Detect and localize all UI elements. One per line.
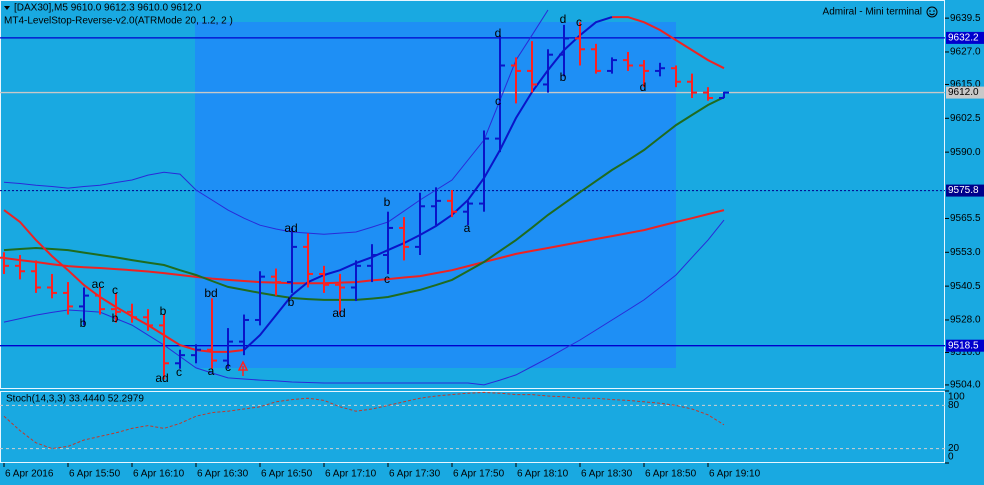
price-tag (946, 184, 984, 197)
indicator-name: MT4-LevelStop-Reverse-v2.0(ATRMode 20, 1… (4, 16, 233, 27)
pattern-label: c (176, 365, 182, 379)
stoch-line (3, 391, 725, 450)
indicator-line (3, 96, 725, 301)
indicator-line (3, 219, 725, 386)
chart-title: [DAX30],M5 9610.0 9612.3 9610.0 9612.0 (14, 3, 202, 14)
x-tick-label: 6 Apr 17:50 (453, 469, 505, 480)
indicator-line (3, 9, 549, 235)
x-tick-label: 6 Apr 16:50 (261, 469, 313, 480)
pattern-label: bd (204, 286, 217, 300)
pattern-label: ad (155, 371, 168, 385)
x-tick-label: 6 Apr 16:30 (197, 469, 249, 480)
pattern-label: c (225, 360, 231, 374)
indicator-line (243, 16, 613, 351)
pattern-label: d (495, 26, 502, 40)
y-tick-label: 9504.0 (950, 380, 981, 391)
y-tick-label: 9565.5 (950, 213, 981, 224)
price-tag (946, 31, 984, 44)
stoch-tick-label: 100 (948, 392, 965, 403)
pattern-label: a (464, 221, 471, 235)
price-tag (946, 339, 984, 352)
pattern-label: ac (92, 277, 105, 291)
pattern-label: d (560, 12, 567, 26)
y-tick-label: 9553.0 (950, 247, 981, 258)
y-tick-label: 9627.0 (950, 47, 981, 58)
stoch-title: Stoch(14,3,3) 33.4440 52.2979 (6, 394, 144, 405)
price-tag (946, 86, 984, 99)
pattern-label: b (112, 311, 119, 325)
pattern-label: d (640, 80, 647, 94)
pattern-label: ad (332, 306, 345, 320)
x-tick-label: 6 Apr 2016 (5, 469, 54, 480)
indicator-line (3, 209, 725, 285)
pattern-label: c (112, 283, 118, 297)
y-tick-label: 9528.0 (950, 315, 981, 326)
price-tag-label: 9575.8 (948, 185, 979, 196)
x-tick-label: 6 Apr 15:50 (69, 469, 121, 480)
x-tick-label: 6 Apr 16:10 (133, 469, 185, 480)
pattern-label: b (384, 195, 391, 209)
price-tag-label: 9518.5 (948, 340, 979, 351)
pattern-label: b (560, 70, 567, 84)
terminal-label: Admiral - Mini terminal (823, 7, 922, 18)
pattern-label: a (208, 364, 215, 378)
pattern-label: c (576, 15, 582, 29)
x-tick-label: 6 Apr 17:30 (389, 469, 441, 480)
buy-arrow (237, 360, 249, 376)
y-tick-label: 9615.0 (950, 79, 981, 90)
y-tick-label: 9540.5 (950, 281, 981, 292)
y-tick-label: 9602.5 (950, 113, 981, 124)
smiley (926, 6, 938, 18)
pattern-label: c (384, 272, 390, 286)
indicator-line (3, 16, 725, 353)
x-tick-label: 6 Apr 19:10 (709, 469, 761, 480)
stoch-tick-label: 0 (948, 452, 954, 463)
main-panel-frame (0, 0, 945, 389)
y-tick-label: 9639.5 (950, 13, 981, 24)
price-tag-label: 9632.2 (948, 33, 979, 44)
x-tick-label: 6 Apr 18:10 (517, 469, 569, 480)
pattern-label: c (495, 94, 501, 108)
pattern-label: ad (284, 221, 297, 235)
x-tick-label: 6 Apr 18:30 (581, 469, 633, 480)
price-tag-label: 9612.0 (948, 87, 979, 98)
menu-arrow[interactable] (4, 6, 10, 10)
x-tick-label: 6 Apr 18:50 (645, 469, 697, 480)
pattern-label: b (288, 295, 295, 309)
y-tick-label: 9516.0 (950, 347, 981, 358)
x-tick-label: 6 Apr 17:10 (325, 469, 377, 480)
pattern-label: b (80, 316, 87, 330)
stoch-panel-frame (0, 391, 945, 463)
stoch-tick-label: 20 (948, 443, 960, 454)
pattern-label: b (160, 304, 167, 318)
stoch-tick-label: 80 (948, 400, 960, 411)
y-tick-label: 9590.0 (950, 147, 981, 158)
